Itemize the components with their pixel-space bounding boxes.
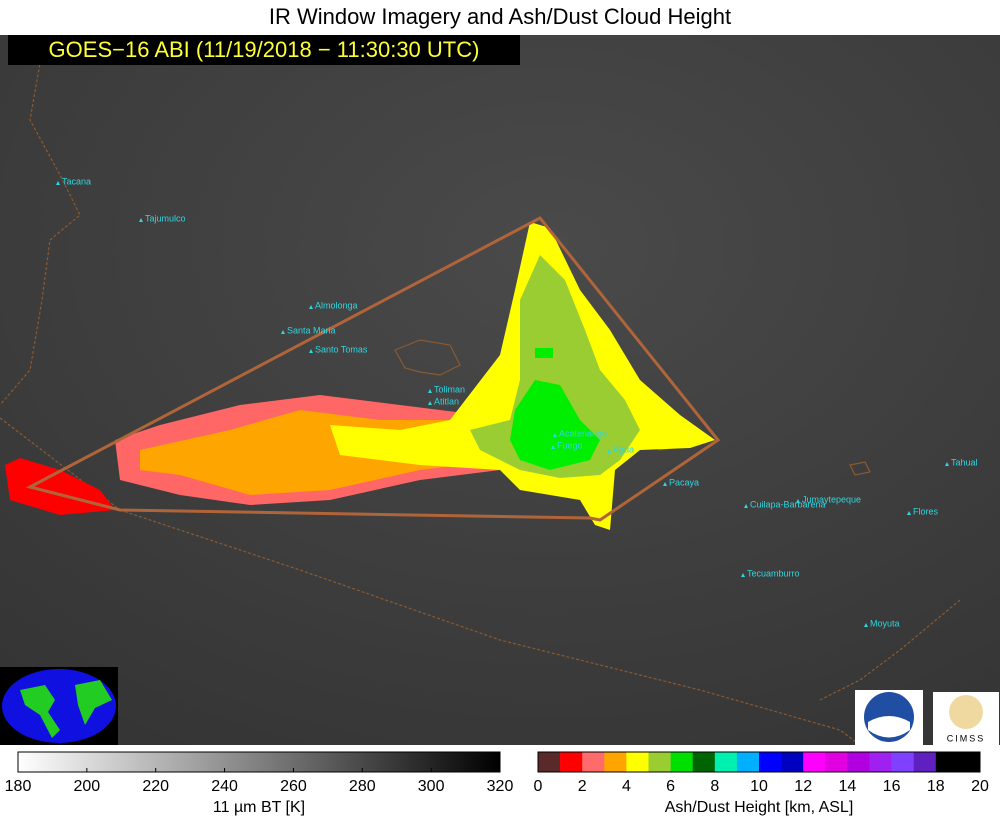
volcano-marker: [281, 330, 285, 334]
cimss-text: CIMSS: [947, 733, 986, 743]
ash-color-segment: [847, 752, 870, 772]
ash-color-segment: [736, 752, 760, 772]
ash-color-segment: [781, 752, 804, 772]
ash-color-segment: [957, 752, 981, 772]
cimss-sun: [949, 695, 983, 729]
volcano-label: Moyuta: [870, 618, 900, 628]
volcano-label: Flores: [913, 506, 939, 516]
noaa-wave: [868, 716, 910, 738]
ash-color-segment: [670, 752, 693, 772]
bt-tick-label: 280: [349, 778, 376, 795]
volcano-marker: [796, 499, 800, 503]
volcano-label: Acatenango: [559, 428, 607, 438]
ash-color-segment: [604, 752, 627, 772]
volcano-marker: [741, 573, 745, 577]
ash-color-segment: [803, 752, 826, 772]
bt-colorbar-label: 11 µm BT [K]: [213, 799, 305, 816]
ash-color-segment: [891, 752, 914, 772]
ash-color-segment: [869, 752, 892, 772]
ash-cloud: [5, 222, 715, 530]
globe-land: [20, 680, 112, 738]
ash-color-segment: [759, 752, 782, 772]
volcano-label: Fuego: [557, 440, 583, 450]
volcano-labels: Tacana Tajumulco Almolonga Santa Maria Santo…: [56, 176, 978, 628]
ash-tick-label: 18: [927, 778, 945, 795]
bt-tick-label: 260: [280, 778, 307, 795]
ash-height-5-6: [470, 255, 640, 478]
volcano-marker: [139, 218, 143, 222]
ash-color-segment: [935, 752, 959, 772]
bt-tick-label: 220: [142, 778, 169, 795]
volcano-label: Atitlan: [434, 396, 459, 406]
volcano-marker: [551, 445, 555, 449]
bt-tick-label: 180: [5, 778, 32, 795]
ash-color-segment: [648, 752, 671, 772]
border: [0, 34, 961, 746]
volcano-marker: [428, 401, 432, 405]
ash-color-segment: [825, 752, 848, 772]
ash-color-segment: [560, 752, 583, 772]
volcano-marker: [553, 433, 557, 437]
ash-color-segment: [626, 752, 649, 772]
volcano-label: Almolonga: [315, 300, 358, 310]
ash-outline: [25, 216, 721, 522]
ash-colorbar-frame: [537, 751, 981, 773]
ash-tick-label: 10: [750, 778, 768, 795]
volcano-label: Santa Maria: [287, 325, 336, 335]
ash-color-segment: [538, 752, 561, 772]
volcano-marker: [864, 623, 868, 627]
ash-tick-label: 16: [883, 778, 901, 795]
volcano-label: Santo Tomas: [315, 344, 368, 354]
ash-color-segment: [692, 752, 716, 772]
bt-tick-label: 320: [487, 778, 514, 795]
volcano-label: Tahual: [951, 457, 978, 467]
bt-tick-label: 240: [211, 778, 238, 795]
ash-tick-label: 14: [839, 778, 857, 795]
volcano-marker: [428, 389, 432, 393]
ash-color-segment: [714, 752, 738, 772]
volcano-marker: [744, 504, 748, 508]
globe: [0, 667, 118, 745]
ash-colorbar-label: Ash/Dust Height [km, ASL]: [665, 799, 854, 816]
volcano-marker: [309, 305, 313, 309]
volcano-marker: [907, 511, 911, 515]
ash-tick-label: 12: [794, 778, 812, 795]
map: Tacana Tajumulco Almolonga Santa Maria Santo…: [0, 34, 1000, 746]
volcano-label: Tajumulco: [145, 213, 186, 223]
subtitle-box: [8, 35, 520, 65]
ash-tick-label: 8: [710, 778, 719, 795]
ash-colorbar: 0 2 4 6 8 10 12 14 16 18 20: [534, 751, 989, 795]
ash-tick-label: 2: [578, 778, 587, 795]
volcano-marker: [945, 462, 949, 466]
ash-height-6-7: [535, 348, 553, 358]
volcano-marker: [56, 181, 60, 185]
bt-tick-label: 200: [74, 778, 101, 795]
volcano-label: Toliman: [434, 384, 465, 394]
subtitle: GOES−16 ABI (11/19/2018 − 11:30:30 UTC): [49, 37, 480, 62]
volcano-label: Pacaya: [669, 477, 699, 487]
volcano-label: Cuilapa-Barbarena: [750, 499, 826, 509]
volcano-marker: [309, 349, 313, 353]
volcano-label: Tacana: [62, 176, 91, 186]
ash-tick-label: 0: [534, 778, 543, 795]
bt-colorbar: [17, 751, 501, 773]
volcano-marker: [607, 449, 611, 453]
title: IR Window Imagery and Ash/Dust Cloud Hei…: [269, 4, 731, 29]
ash-color-segment: [582, 752, 605, 772]
ash-tick-label: 4: [622, 778, 631, 795]
noaa-logo: [855, 690, 923, 745]
ash-color-segment: [913, 752, 937, 772]
bt-tick-label: 300: [418, 778, 445, 795]
cimss-logo: CIMSS: [933, 692, 999, 745]
ash-tick-label: 20: [971, 778, 989, 795]
volcano-marker: [663, 482, 667, 486]
volcano-label: Agua: [613, 444, 634, 454]
ash-height-6-7: [510, 380, 600, 470]
ash-tick-label: 6: [666, 778, 675, 795]
volcano-label: Tecuamburro: [747, 568, 800, 578]
volcano-label: Jumaytepeque: [802, 494, 861, 504]
